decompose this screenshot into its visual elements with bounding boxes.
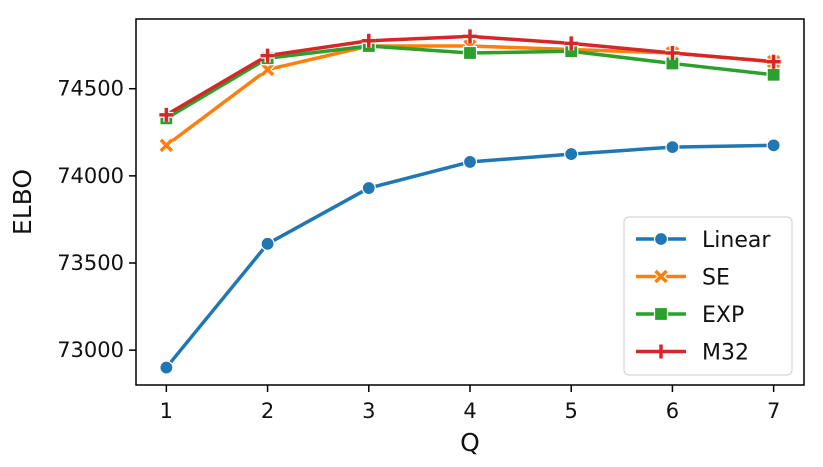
legend-item-exp: EXP [636,303,744,328]
x-tick-label: 3 [362,399,375,423]
legend-label: SE [702,266,730,291]
legend-label: M32 [702,341,749,366]
x-tick-label: 4 [463,399,476,423]
x-tick-label: 1 [160,399,173,423]
y-tick-label: 74000 [57,164,124,188]
y-tick-label: 73500 [57,251,124,275]
data-point-m32 [159,107,174,122]
data-point-exp [462,45,478,61]
series-m32 [159,29,781,122]
y-tick-label: 73000 [57,338,124,362]
data-point-exp [766,67,781,82]
legend-marker [653,306,669,322]
y-axis: 73000 73500 74000 74500 [57,77,136,362]
legend-item-m32: M32 [636,341,749,366]
x-tick-label: 2 [261,399,274,423]
legend-item-linear: Linear [636,228,771,253]
x-axis: 1 2 3 4 5 6 7 [160,385,780,423]
data-point-m32 [766,54,781,69]
legend-label: EXP [702,303,744,328]
data-point-linear [361,180,376,196]
legend-box [623,216,793,376]
legend: Linear SE EXP M32 [623,216,793,376]
data-point-linear [159,360,174,375]
data-point-linear [665,140,680,155]
y-axis-label: ELBO [8,169,37,235]
data-point-se [260,62,275,77]
y-tick-label: 74500 [57,77,124,101]
legend-label: Linear [702,228,771,253]
data-point-m32 [564,36,579,51]
legend-marker [654,269,668,284]
data-point-m32 [260,48,275,63]
x-tick-label: 5 [565,399,578,423]
legend-marker [653,231,669,247]
data-point-m32 [463,29,477,44]
x-axis-label: Q [460,428,480,457]
data-point-linear [766,138,781,153]
data-point-m32 [361,33,376,48]
x-tick-label: 6 [666,399,679,423]
legend-item-se: SE [636,266,730,291]
x-tick-label: 7 [767,399,780,423]
data-point-m32 [665,45,680,60]
series-linear [159,138,781,375]
series-layer [158,29,782,375]
data-point-linear [260,236,275,251]
legend-marker [654,344,668,359]
data-point-se [159,138,174,153]
data-point-linear [564,146,579,162]
data-point-linear [462,154,478,170]
